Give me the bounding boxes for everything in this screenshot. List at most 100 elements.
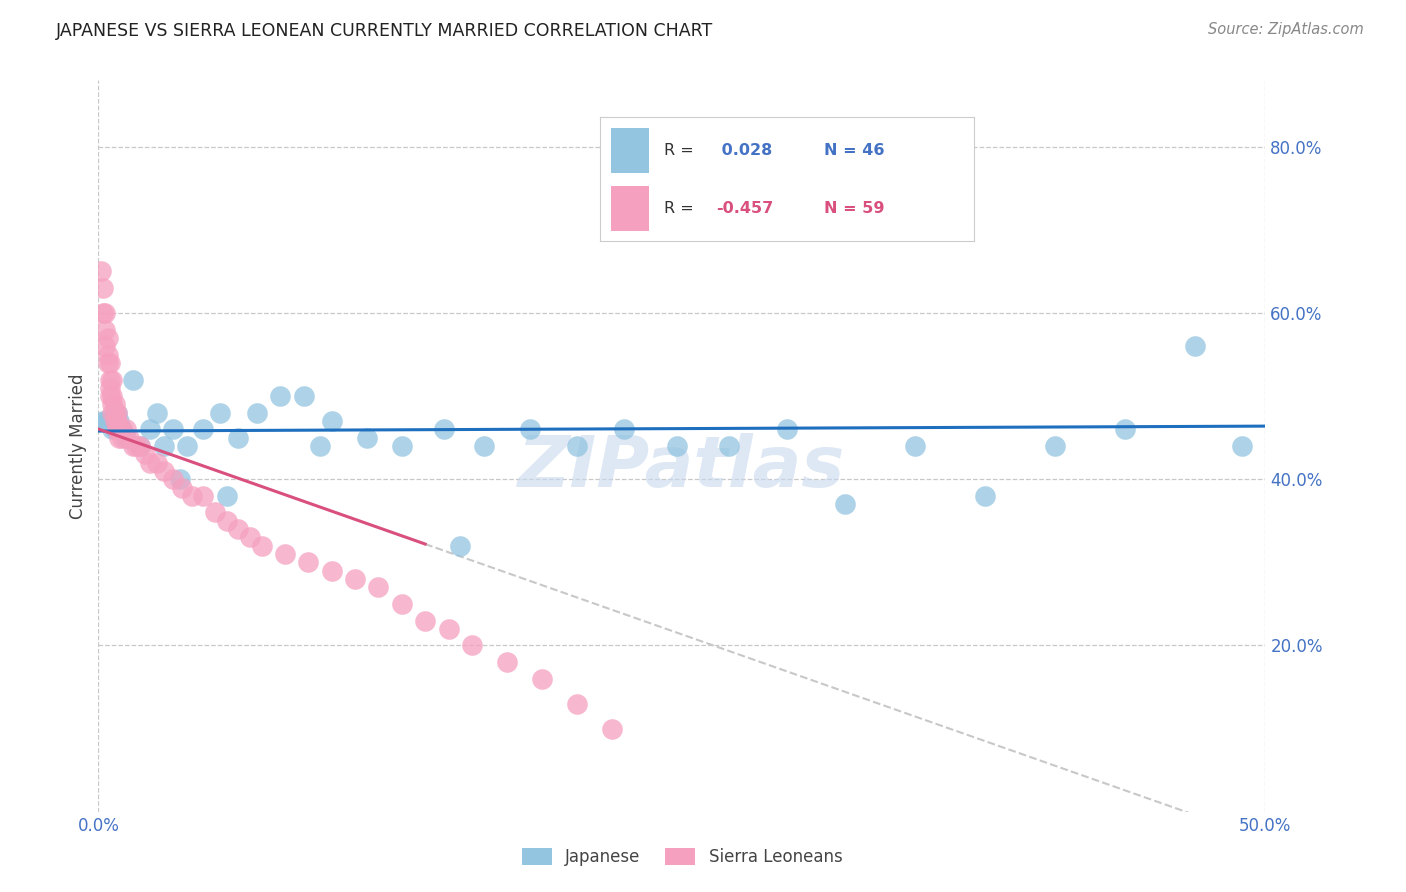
Point: [461, 639, 484, 653]
Point: [193, 422, 215, 436]
Point: [1230, 439, 1253, 453]
Point: [115, 431, 138, 445]
Point: [391, 597, 413, 611]
Point: [104, 414, 127, 428]
Point: [269, 389, 291, 403]
Point: [152, 464, 174, 478]
Point: [297, 555, 319, 569]
Point: [292, 389, 315, 403]
Point: [146, 456, 169, 470]
Text: ZIPatlas: ZIPatlas: [519, 434, 845, 502]
Point: [146, 406, 169, 420]
Point: [97, 331, 120, 345]
Text: N = 46: N = 46: [824, 143, 884, 158]
Point: [101, 406, 124, 420]
Point: [309, 439, 332, 453]
Point: [122, 372, 145, 386]
Point: [472, 439, 495, 453]
Point: [105, 406, 128, 420]
Point: [90, 264, 112, 278]
Point: [162, 422, 184, 436]
Point: [98, 356, 121, 370]
Text: N = 59: N = 59: [824, 202, 884, 217]
Text: R =: R =: [664, 143, 699, 158]
Point: [94, 323, 117, 337]
Point: [98, 414, 121, 428]
Point: [108, 414, 131, 428]
Point: [356, 431, 378, 445]
Point: [91, 306, 114, 320]
Point: [118, 431, 141, 445]
Point: [115, 422, 138, 436]
Point: [125, 439, 148, 453]
Text: JAPANESE VS SIERRA LEONEAN CURRENTLY MARRIED CORRELATION CHART: JAPANESE VS SIERRA LEONEAN CURRENTLY MAR…: [56, 22, 713, 40]
Point: [495, 655, 517, 669]
Point: [101, 397, 124, 411]
Point: [612, 422, 634, 436]
Point: [228, 431, 250, 445]
Point: [344, 572, 367, 586]
Point: [98, 372, 121, 386]
Point: [321, 564, 343, 578]
Point: [129, 439, 152, 453]
Y-axis label: Currently Married: Currently Married: [69, 373, 87, 519]
Point: [215, 514, 238, 528]
Point: [250, 539, 273, 553]
Legend: Japanese, Sierra Leoneans: Japanese, Sierra Leoneans: [515, 841, 849, 873]
Point: [162, 472, 184, 486]
Point: [91, 281, 114, 295]
Point: [134, 447, 156, 461]
Point: [172, 481, 194, 495]
Point: [105, 422, 128, 436]
Point: [111, 422, 134, 436]
Point: [413, 614, 436, 628]
Point: [215, 489, 238, 503]
Text: -0.457: -0.457: [716, 202, 773, 217]
Point: [193, 489, 215, 503]
Point: [180, 489, 202, 503]
Point: [111, 431, 134, 445]
Point: [367, 580, 389, 594]
Point: [98, 381, 121, 395]
Point: [565, 697, 588, 711]
Point: [246, 406, 269, 420]
Point: [94, 306, 117, 320]
Point: [437, 622, 460, 636]
Point: [565, 439, 588, 453]
Bar: [612, 128, 648, 173]
Point: [94, 339, 117, 353]
Text: Source: ZipAtlas.com: Source: ZipAtlas.com: [1208, 22, 1364, 37]
Point: [152, 439, 174, 453]
Point: [97, 356, 120, 370]
Point: [204, 506, 226, 520]
Point: [104, 422, 127, 436]
Point: [98, 389, 121, 403]
Point: [101, 422, 124, 436]
Point: [974, 489, 997, 503]
Point: [97, 347, 120, 362]
Point: [111, 422, 134, 436]
Point: [108, 431, 131, 445]
Point: [776, 422, 799, 436]
Point: [104, 406, 127, 420]
Point: [139, 456, 162, 470]
Point: [1045, 439, 1067, 453]
Point: [1184, 339, 1206, 353]
Point: [122, 439, 145, 453]
Point: [519, 422, 541, 436]
Point: [129, 439, 152, 453]
Point: [139, 422, 162, 436]
Point: [176, 439, 198, 453]
Point: [449, 539, 471, 553]
Text: 0.028: 0.028: [716, 143, 772, 158]
Point: [1114, 422, 1136, 436]
Point: [530, 672, 553, 686]
Point: [717, 439, 740, 453]
Point: [208, 406, 231, 420]
Point: [321, 414, 343, 428]
Point: [101, 372, 124, 386]
Point: [741, 156, 763, 170]
Point: [101, 389, 124, 403]
Point: [600, 722, 623, 736]
Point: [666, 439, 689, 453]
